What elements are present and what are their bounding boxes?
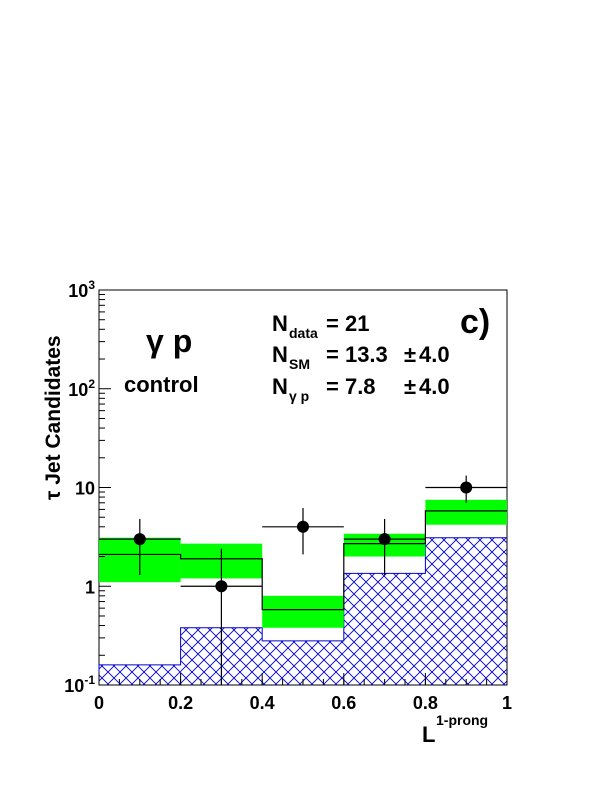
svg-text:γ p: γ p [289,388,309,404]
data-points-layer [99,475,507,685]
svg-text:= 13.3: = 13.3 [326,342,388,367]
svg-text:±: ± [404,342,416,367]
y-tick-label: 10-1 [64,673,95,696]
gamma-p-hatch-bin [343,573,426,685]
data-point [378,533,391,546]
svg-text:SM: SM [289,356,310,372]
svg-text:N: N [272,311,288,336]
data-point [460,481,473,494]
x-tick-label: 0 [94,693,104,713]
n-sm-annotation: N SM = 13.3 ± 4.0 [272,342,450,372]
svg-text:4.0: 4.0 [419,342,450,367]
sm-band-bin [262,595,344,628]
data-point [297,520,309,533]
data-point [133,533,146,546]
sm-prediction-line [99,510,507,611]
gamma-p-component-layer [98,537,507,685]
sm-band-bin [425,499,507,525]
y-tick-label: 1 [85,577,95,597]
n-gamma-p-annotation: N γ p = 7.8 ± 4.0 [272,374,450,404]
y-tick-label: 10 [75,479,95,499]
y-axis-label: τ Jet Candidates [42,335,65,500]
x-tick-label: 1 [502,693,512,713]
svg-text:±: ± [404,374,416,399]
svg-text:N: N [272,342,288,367]
svg-text:L: L [422,722,435,747]
y-tick-label: 102 [68,377,95,400]
panel-label: c) [460,303,490,341]
process-label: γ p [146,323,192,359]
x-tick-label: 0.8 [413,693,438,713]
x-tick-label: 0.6 [331,693,356,713]
svg-text:4.0: 4.0 [419,374,450,399]
x-tick-label: 0.4 [250,693,275,713]
x-axis-label: L 1-prong [422,712,488,747]
svg-text:N: N [272,374,288,399]
gamma-p-hatch-bin [425,537,507,685]
svg-text:= 21: = 21 [326,311,369,336]
gamma-p-outline [98,537,507,685]
axes-layer: 0 0.2 0.4 0.6 0.8 1 10-1 1 10 102 103 [64,278,512,713]
region-label: control [124,372,199,397]
svg-text:data: data [289,325,318,341]
y-tick-label: 103 [68,278,95,301]
data-point [215,580,228,593]
sm-prediction-layer [99,510,507,611]
svg-text:1-prong: 1-prong [436,712,488,728]
n-data-annotation: N data = 21 [272,311,369,341]
gamma-p-hatch-bin [262,640,344,685]
svg-text:= 7.8: = 7.8 [326,374,376,399]
x-tick-label: 0.2 [168,693,193,713]
